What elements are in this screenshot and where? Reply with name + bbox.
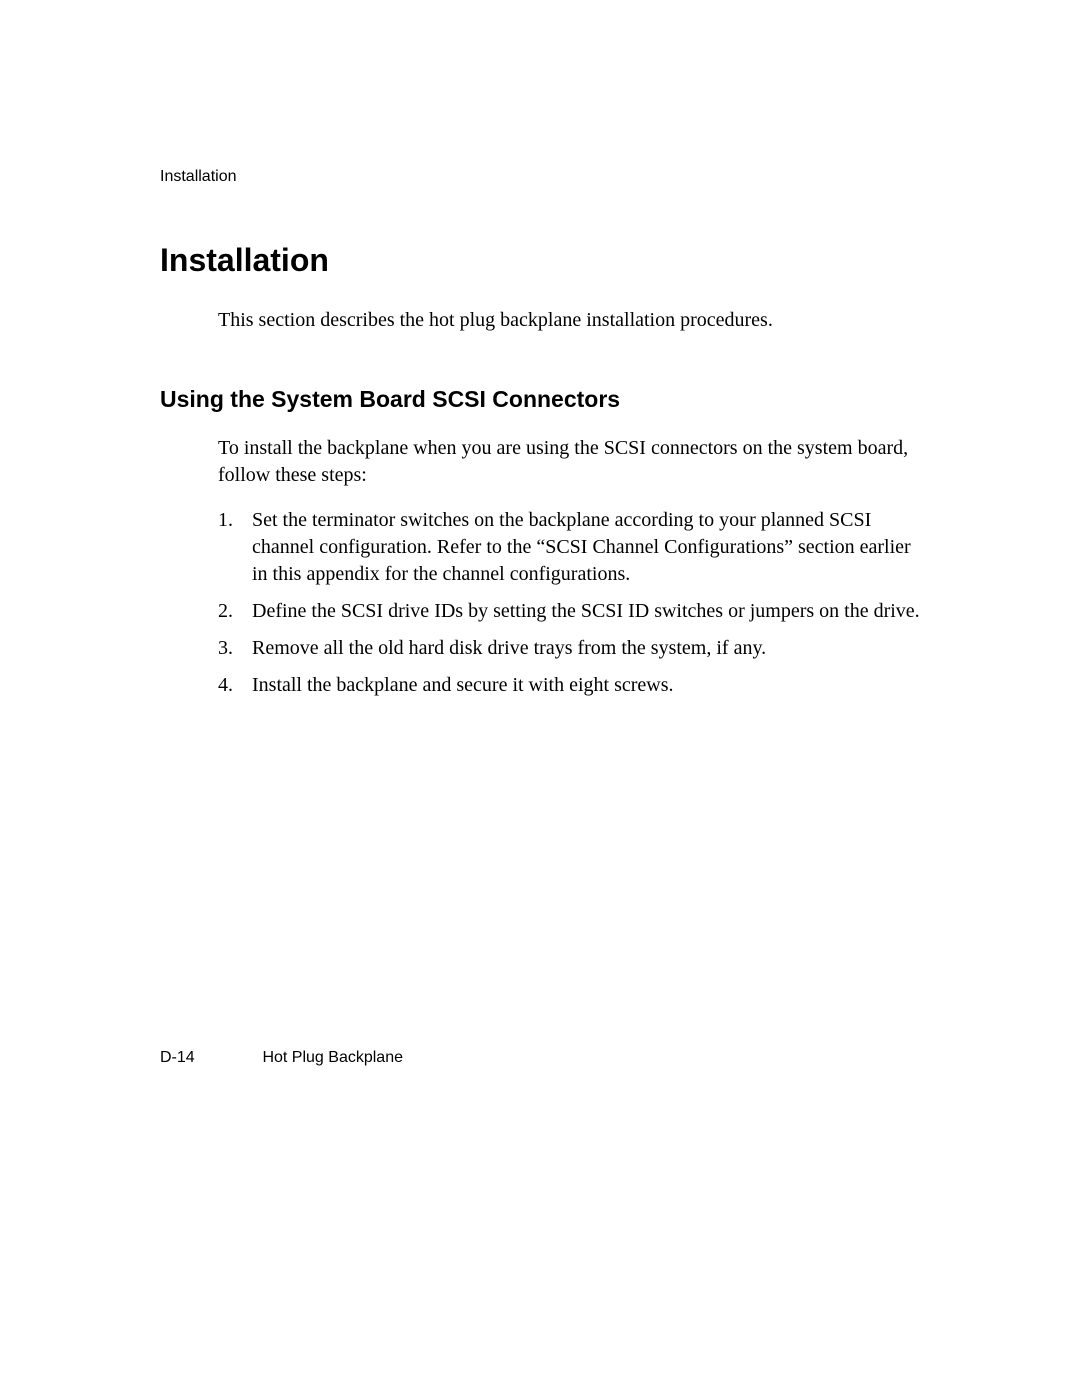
list-item: 1. Set the terminator switches on the ba…: [218, 507, 920, 588]
list-number: 4.: [218, 672, 252, 699]
list-content: Define the SCSI drive IDs by setting the…: [252, 598, 920, 625]
main-heading: Installation: [160, 242, 920, 279]
list-content: Install the backplane and secure it with…: [252, 672, 920, 699]
step-list: 1. Set the terminator switches on the ba…: [218, 507, 920, 699]
list-item: 2. Define the SCSI drive IDs by setting …: [218, 598, 920, 625]
list-number: 1.: [218, 507, 252, 588]
footer-chapter-title: Hot Plug Backplane: [262, 1049, 403, 1067]
page-footer: D-14 Hot Plug Backplane: [160, 1049, 403, 1067]
sub-heading: Using the System Board SCSI Connectors: [160, 386, 920, 413]
intro-paragraph: This section describes the hot plug back…: [218, 307, 920, 334]
list-number: 2.: [218, 598, 252, 625]
document-page: Installation Installation This section d…: [0, 0, 1080, 699]
footer-page-number: D-14: [160, 1049, 258, 1067]
list-content: Remove all the old hard disk drive trays…: [252, 635, 920, 662]
list-content: Set the terminator switches on the backp…: [252, 507, 920, 588]
list-item: 4. Install the backplane and secure it w…: [218, 672, 920, 699]
running-header: Installation: [160, 168, 920, 186]
body-paragraph: To install the backplane when you are us…: [218, 435, 920, 489]
list-item: 3. Remove all the old hard disk drive tr…: [218, 635, 920, 662]
list-number: 3.: [218, 635, 252, 662]
